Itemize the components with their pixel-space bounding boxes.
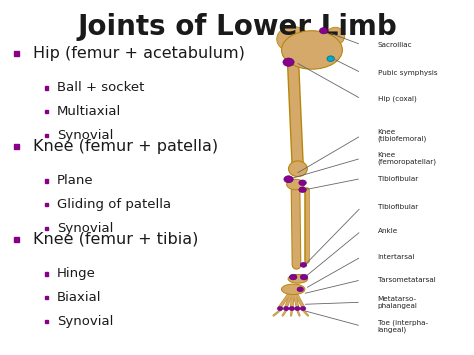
FancyBboxPatch shape bbox=[45, 110, 48, 113]
Circle shape bbox=[300, 262, 307, 267]
Circle shape bbox=[295, 306, 300, 311]
FancyBboxPatch shape bbox=[45, 179, 48, 182]
Text: Hip (coxal): Hip (coxal) bbox=[377, 95, 416, 102]
Text: Synovial: Synovial bbox=[57, 129, 113, 142]
Text: Ankle: Ankle bbox=[377, 228, 398, 234]
FancyBboxPatch shape bbox=[45, 203, 48, 206]
Circle shape bbox=[327, 56, 335, 61]
FancyBboxPatch shape bbox=[15, 51, 19, 56]
FancyBboxPatch shape bbox=[45, 296, 48, 299]
FancyBboxPatch shape bbox=[45, 226, 48, 230]
Text: Pubic symphysis: Pubic symphysis bbox=[377, 70, 437, 76]
FancyBboxPatch shape bbox=[45, 86, 48, 90]
Ellipse shape bbox=[326, 27, 345, 45]
Circle shape bbox=[283, 306, 289, 311]
Ellipse shape bbox=[282, 31, 342, 69]
Text: Hinge: Hinge bbox=[57, 267, 96, 280]
Circle shape bbox=[319, 28, 328, 34]
Text: Multiaxial: Multiaxial bbox=[57, 105, 121, 118]
Ellipse shape bbox=[282, 284, 305, 295]
Text: Ball + socket: Ball + socket bbox=[57, 81, 144, 94]
FancyBboxPatch shape bbox=[15, 144, 19, 149]
Circle shape bbox=[290, 274, 297, 280]
Circle shape bbox=[277, 306, 283, 311]
Circle shape bbox=[284, 176, 293, 183]
Text: Synovial: Synovial bbox=[57, 315, 113, 328]
Circle shape bbox=[283, 58, 294, 66]
Text: Biaxial: Biaxial bbox=[57, 291, 101, 304]
Circle shape bbox=[297, 287, 303, 292]
Text: Knee
(tibiofemoral): Knee (tibiofemoral) bbox=[377, 129, 427, 142]
FancyBboxPatch shape bbox=[45, 272, 48, 275]
Circle shape bbox=[299, 180, 306, 186]
Text: Toe (interpha-
langeal): Toe (interpha- langeal) bbox=[377, 319, 428, 333]
Circle shape bbox=[300, 306, 306, 311]
Text: Joints of Lower Limb: Joints of Lower Limb bbox=[77, 13, 397, 41]
Ellipse shape bbox=[277, 26, 310, 53]
Text: Metatarso-
phalangeal: Metatarso- phalangeal bbox=[377, 296, 418, 309]
Ellipse shape bbox=[288, 274, 308, 283]
Ellipse shape bbox=[289, 161, 307, 177]
Text: Knee
(femoropatellar): Knee (femoropatellar) bbox=[377, 152, 437, 165]
Text: Knee (femur + tibia): Knee (femur + tibia) bbox=[33, 232, 199, 247]
Text: Intertarsal: Intertarsal bbox=[377, 254, 415, 260]
Text: Tarsometatarsal: Tarsometatarsal bbox=[377, 277, 435, 283]
Text: Synovial: Synovial bbox=[57, 222, 113, 235]
Text: Tibiofibular: Tibiofibular bbox=[377, 204, 418, 210]
Text: Sacroiliac: Sacroiliac bbox=[377, 42, 412, 48]
Circle shape bbox=[300, 274, 308, 280]
Text: Knee (femur + patella): Knee (femur + patella) bbox=[33, 139, 219, 154]
Circle shape bbox=[299, 187, 306, 192]
Text: Tibiofibular: Tibiofibular bbox=[377, 176, 418, 181]
Ellipse shape bbox=[287, 179, 304, 190]
Text: Gliding of patella: Gliding of patella bbox=[57, 198, 171, 211]
FancyBboxPatch shape bbox=[15, 237, 19, 242]
FancyBboxPatch shape bbox=[45, 134, 48, 137]
FancyBboxPatch shape bbox=[45, 320, 48, 323]
Circle shape bbox=[289, 306, 295, 311]
Text: Hip (femur + acetabulum): Hip (femur + acetabulum) bbox=[33, 46, 245, 61]
Text: Plane: Plane bbox=[57, 174, 93, 187]
